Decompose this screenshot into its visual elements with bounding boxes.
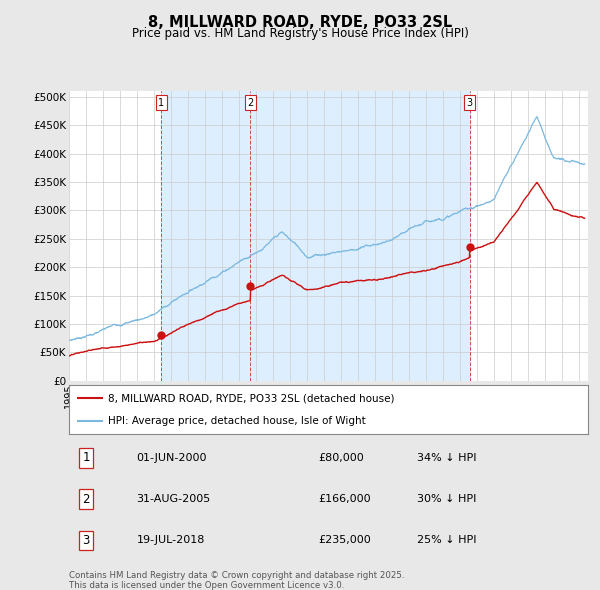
- Text: 1: 1: [158, 98, 164, 108]
- Text: 3: 3: [467, 98, 473, 108]
- Text: 19-JUL-2018: 19-JUL-2018: [136, 536, 205, 545]
- Text: 31-AUG-2005: 31-AUG-2005: [136, 494, 211, 504]
- Text: 1: 1: [82, 451, 90, 464]
- Text: Price paid vs. HM Land Registry's House Price Index (HPI): Price paid vs. HM Land Registry's House …: [131, 27, 469, 40]
- Text: 2: 2: [82, 493, 90, 506]
- Text: £166,000: £166,000: [318, 494, 371, 504]
- Text: 30% ↓ HPI: 30% ↓ HPI: [417, 494, 476, 504]
- Text: 8, MILLWARD ROAD, RYDE, PO33 2SL (detached house): 8, MILLWARD ROAD, RYDE, PO33 2SL (detach…: [108, 394, 394, 404]
- Text: 25% ↓ HPI: 25% ↓ HPI: [417, 536, 476, 545]
- Text: £235,000: £235,000: [318, 536, 371, 545]
- Text: 8, MILLWARD ROAD, RYDE, PO33 2SL: 8, MILLWARD ROAD, RYDE, PO33 2SL: [148, 15, 452, 30]
- Text: 2: 2: [247, 98, 254, 108]
- Text: Contains HM Land Registry data © Crown copyright and database right 2025.
This d: Contains HM Land Registry data © Crown c…: [69, 571, 404, 590]
- Text: HPI: Average price, detached house, Isle of Wight: HPI: Average price, detached house, Isle…: [108, 415, 365, 425]
- Text: 34% ↓ HPI: 34% ↓ HPI: [417, 453, 476, 463]
- Bar: [161, 91, 470, 381]
- Text: 01-JUN-2000: 01-JUN-2000: [136, 453, 207, 463]
- Text: 3: 3: [82, 534, 90, 547]
- Text: £80,000: £80,000: [318, 453, 364, 463]
